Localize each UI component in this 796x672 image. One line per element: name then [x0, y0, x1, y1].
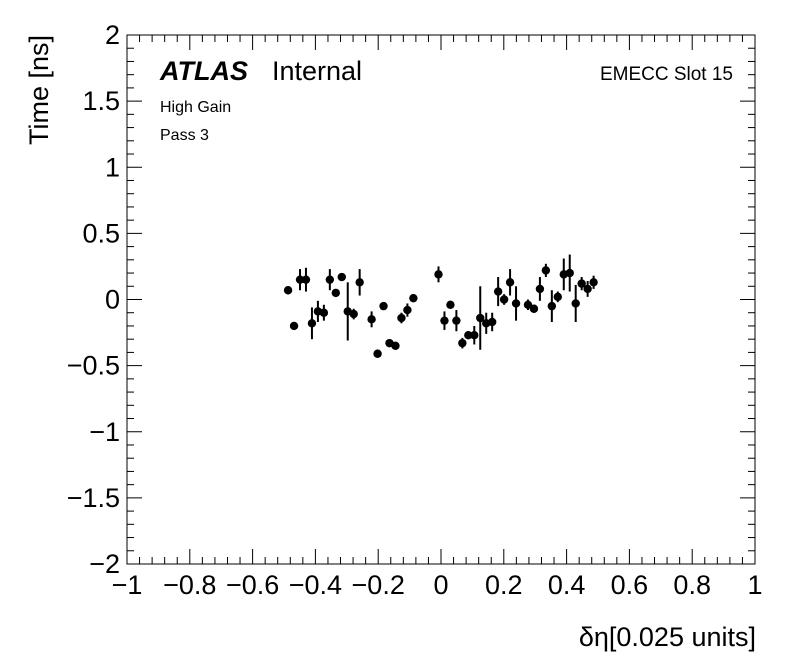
data-point [295, 275, 305, 284]
y-tick-label: −1 [89, 417, 120, 447]
x-tick-label: −0.2 [352, 570, 405, 600]
data-point [583, 284, 592, 294]
data-point [553, 292, 563, 302]
data-point [452, 316, 461, 325]
x-tick-label: 0.4 [548, 570, 586, 600]
x-axis-title: δη[0.025 units] [579, 622, 756, 652]
data-point [535, 284, 545, 294]
x-tick-label: 0.6 [611, 570, 649, 600]
internal-label: Internal [272, 56, 362, 86]
data-point [577, 279, 586, 288]
data-point [325, 275, 335, 284]
data-point [589, 278, 598, 287]
axis-ticks [126, 34, 756, 565]
y-axis-title: Time [ns] [24, 35, 54, 145]
y-tick-label: −1.5 [67, 483, 120, 513]
data-point [547, 301, 557, 311]
gain-label: High Gain [160, 99, 231, 116]
data-point [505, 278, 515, 287]
data-point [379, 301, 388, 311]
data-points [283, 254, 598, 358]
data-point [319, 308, 329, 317]
x-tick-label: 0.8 [673, 570, 711, 600]
pass-label: Pass 3 [160, 127, 209, 144]
data-point [355, 278, 364, 287]
data-point [565, 268, 574, 278]
y-tick-label: 2 [105, 20, 120, 50]
data-point [367, 315, 376, 324]
x-tick-label: −0.6 [226, 570, 279, 600]
data-point [541, 266, 551, 275]
data-point [529, 304, 539, 313]
data-point [511, 299, 521, 308]
data-point [470, 331, 479, 340]
data-point [440, 316, 449, 325]
data-point [464, 331, 473, 340]
axis-tick-labels: −1 −0.8 −0.6 −0.4 −0.2 0 0.2 0.4 0.6 0.8 1 −2 −1.5 −1… [67, 20, 763, 600]
data-point [331, 288, 341, 298]
data-point [289, 321, 299, 331]
y-tick-label: 1 [105, 152, 120, 182]
data-point [458, 338, 467, 348]
data-point [487, 317, 497, 327]
data-point [307, 319, 317, 328]
x-tick-label: −0.4 [289, 570, 342, 600]
data-point [403, 305, 412, 315]
data-point [446, 300, 455, 309]
y-tick-label: 0 [105, 285, 120, 315]
y-tick-label: 0.5 [82, 218, 120, 248]
y-tick-label: −2 [89, 549, 120, 579]
data-point [283, 286, 293, 295]
x-tick-label: 0.2 [485, 570, 523, 600]
data-point [523, 300, 533, 309]
data-point [499, 295, 509, 304]
data-point [391, 341, 400, 350]
y-tick-label: −0.5 [67, 351, 120, 381]
data-point [301, 275, 311, 284]
slot-label: EMECC Slot 15 [600, 64, 733, 85]
data-point [434, 270, 443, 279]
x-tick-label: 0 [433, 570, 448, 600]
x-tick-label: −0.8 [163, 570, 216, 600]
y-tick-label: 1.5 [82, 86, 120, 116]
data-point [571, 299, 580, 308]
data-point [397, 313, 406, 323]
x-tick-label: −1 [112, 570, 143, 600]
x-tick-label: 1 [747, 570, 762, 600]
data-point [373, 349, 382, 358]
data-point [476, 313, 485, 323]
data-point [493, 287, 503, 296]
data-point [409, 293, 418, 303]
atlas-label: ATLAS [159, 56, 248, 86]
data-point [337, 272, 346, 282]
data-point [349, 309, 358, 319]
